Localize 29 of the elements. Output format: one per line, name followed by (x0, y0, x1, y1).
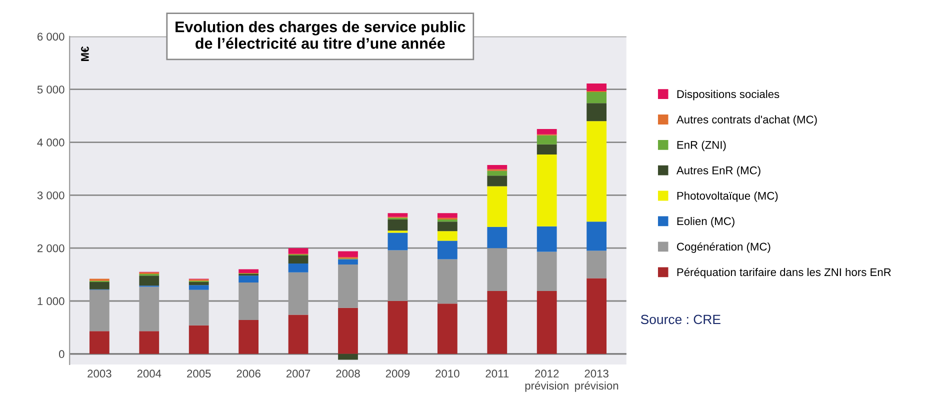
x-tick-label: 2005 (187, 370, 211, 378)
y-axis-title: M€ (81, 46, 89, 61)
x-tick-label: 2010 (436, 370, 460, 378)
x-tick-label: 2012 prévision (525, 370, 568, 392)
source-note: Source : CRE (640, 314, 720, 324)
x-tick-label: 2009 (386, 370, 410, 378)
x-tick-label: 2006 (236, 370, 260, 378)
legend-label: Cogénération (MC) (677, 242, 770, 253)
legend-label: Autres EnR (MC) (676, 166, 760, 176)
legend-label: Péréquation tarifaire dans les ZNI hors EnR (677, 268, 891, 278)
legend-label: Dispositions sociales (677, 90, 780, 100)
chart-title: Evolution des charges de service public de l’électricité au titre d’une année (176, 21, 466, 49)
x-tick-label: 2007 (286, 370, 310, 378)
y-tick-label: 6 000 (38, 32, 64, 41)
legend-label: Eolien (MC) (677, 216, 734, 228)
x-tick-label: 2008 (336, 370, 360, 378)
y-tick-label: 0 (58, 350, 64, 358)
legend-label: Autres contrats d'achat (MC) (676, 115, 817, 126)
x-tick-label: 2011 (486, 370, 509, 378)
y-tick-label: 5 000 (37, 86, 64, 94)
x-tick-label: 2003 (88, 370, 112, 378)
x-tick-label: 2004 (137, 370, 162, 378)
legend-label: EnR (ZNI) (677, 140, 726, 152)
y-tick-label: 1 000 (38, 297, 64, 306)
y-tick-label: 2 000 (37, 244, 64, 252)
legend-label: Photovoltaïque (MC) (677, 192, 778, 202)
y-tick-label: 3 000 (37, 191, 64, 200)
x-tick-label: 2013 prévision (575, 370, 618, 392)
y-tick-label: 4 000 (37, 138, 64, 146)
